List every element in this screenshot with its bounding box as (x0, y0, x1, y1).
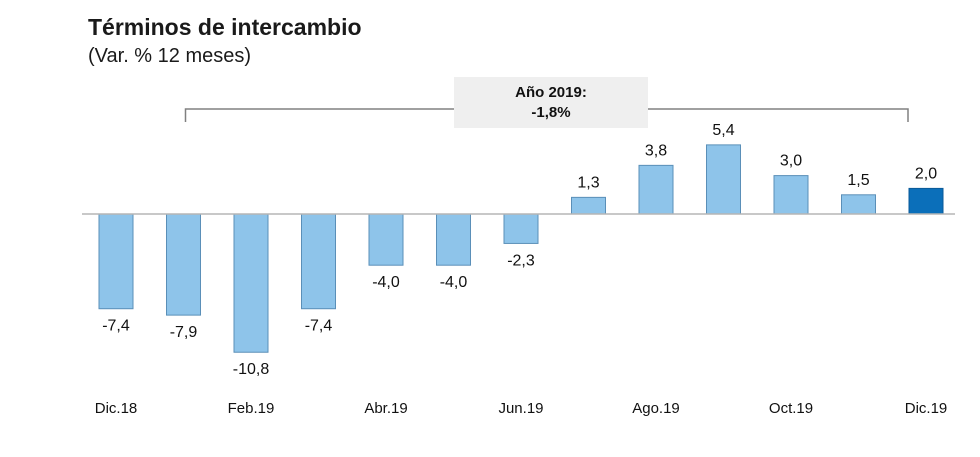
bar (233, 213, 269, 353)
bar (166, 213, 201, 316)
bar (638, 164, 674, 215)
data-label: -10,8 (233, 361, 270, 378)
x-tick-label: Oct.19 (769, 400, 813, 417)
annotation-line1: Año 2019: (515, 83, 587, 101)
bar (706, 144, 741, 215)
bar (908, 187, 944, 215)
data-label: 2,0 (915, 165, 937, 182)
bar (503, 213, 539, 244)
bar (773, 175, 809, 215)
data-label: -7,4 (102, 318, 130, 335)
data-label: -7,4 (305, 318, 333, 335)
bar (301, 213, 336, 310)
bar (98, 213, 134, 310)
x-tick-label: Dic.19 (905, 400, 948, 417)
x-tick-label: Dic.18 (95, 400, 138, 417)
data-label: -4,0 (372, 274, 400, 291)
x-tick-label: Ago.19 (632, 400, 680, 417)
annotation-line2: -1,8% (531, 103, 571, 121)
x-tick-label: Jun.19 (498, 400, 543, 417)
chart-subtitle: (Var. % 12 meses) (88, 45, 252, 67)
annotation-bracket-right (648, 108, 909, 122)
annotation-box: Año 2019: -1,8% (454, 77, 648, 128)
data-label: -7,9 (170, 324, 198, 341)
x-tick-label: Feb.19 (228, 400, 275, 417)
data-label: 1,3 (577, 174, 599, 191)
bar (841, 194, 876, 215)
annotation-bracket-left (184, 108, 454, 122)
data-label: -4,0 (440, 274, 468, 291)
bar (368, 213, 404, 266)
bar (436, 213, 471, 266)
data-label: 1,5 (847, 172, 869, 189)
data-label: 3,0 (780, 153, 802, 170)
bar (571, 196, 606, 215)
chart-title: Términos de intercambio (88, 14, 362, 40)
data-label: 5,4 (712, 122, 734, 139)
data-label: -2,3 (507, 252, 535, 269)
data-label: 3,8 (645, 142, 667, 159)
x-tick-label: Abr.19 (364, 400, 407, 417)
